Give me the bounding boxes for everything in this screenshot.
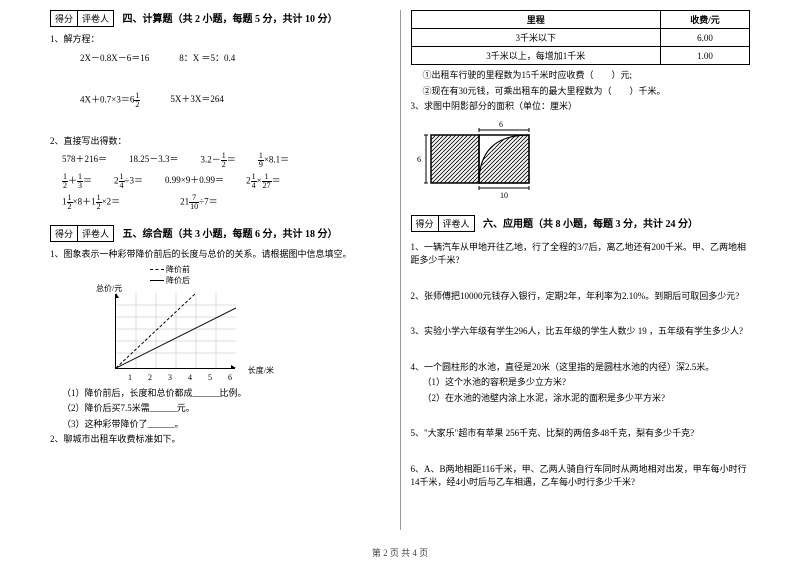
price-chart: 总价/元 1 2 3 4 5 6 长度/米 (100, 289, 250, 384)
q6-4: 4、一个圆柱形的水池，直径是20米（这里指的是圆柱水池的内径）深2.5米。 (411, 361, 751, 375)
section-6-head: 得分 评卷人 六、应用题（共 8 小题，每题 3 分，共计 24 分） (411, 215, 751, 235)
score-box: 得分 评卷人 (50, 225, 114, 242)
r2c: 0.99×9＋0.99＝ (165, 173, 224, 190)
right-column: 里程 收费/元 3千米以下 6.00 3千米以上，每增加1千米 1.00 ①出租… (401, 10, 761, 540)
r2a: 12＋13＝ (62, 173, 92, 190)
q4-1: 1、解方程： (50, 33, 390, 47)
right-sub1: ①出租车行驶的里程数为15千米时应收费（ ）元; (411, 69, 751, 83)
q5-1-2: （2）降价后买7.5米需______元。 (50, 402, 390, 416)
left-column: 得分 评卷人 四、计算题（共 2 小题，每题 5 分，共计 10 分） 1、解方… (40, 10, 400, 540)
q6-4-2: （2）在水池的池壁内涂上水泥，涂水泥的面积是多少平方米? (411, 392, 751, 406)
chart-legend: 降价前 降价后 (150, 264, 390, 286)
r3b: 21710÷7＝ (180, 194, 217, 211)
q6-1: 1、一辆汽车从甲地开往乙地，行了全程的3/7后，离乙地还有200千米。甲、乙两地… (411, 241, 751, 268)
score-label: 得分 (51, 11, 78, 26)
eq2b: 5X＋3X＝264 (170, 92, 224, 109)
q4-2: 2、直接写出得数： (50, 135, 390, 149)
section-5-head: 得分 评卷人 五、综合题（共 3 小题，每题 6 分，共计 18 分） (50, 225, 390, 245)
q5-3: 3、求图中阴影部分的面积（单位：厘米） (411, 100, 751, 114)
svg-text:10: 10 (500, 191, 508, 200)
page-footer: 第 2 页 共 4 页 (0, 546, 800, 559)
fare-r1c1: 3千米以下 (411, 29, 661, 47)
r3a: 112×8＋112×2＝ (62, 194, 120, 211)
r1d: 19×8.1＝ (258, 152, 289, 169)
fare-r1c2: 6.00 (661, 29, 750, 47)
fare-h1: 里程 (411, 11, 661, 29)
q6-5: 5、"大家乐"超市有苹果 256千克、比梨的两倍多48千克，梨有多少千克? (411, 427, 751, 441)
r2d: 214×127＝ (246, 173, 281, 190)
chart-axes (115, 294, 235, 369)
eq1b: 8：X ＝5：0.4 (179, 51, 235, 64)
fare-r2c1: 3千米以上，每增加1千米 (411, 47, 661, 65)
score-box: 得分 评卷人 (50, 10, 114, 27)
q5-1: 1、图象表示一种彩带降价前后的长度与总价的关系。请根据图中信息填空。 (50, 248, 390, 262)
svg-text:6: 6 (417, 155, 421, 164)
r1b: 18.25－3.3＝ (129, 152, 179, 169)
grader-label: 评卷人 (78, 11, 113, 26)
q6-2: 2、张师傅把10000元钱存入银行，定期2年，年利率为2.10%。到期后可取回多… (411, 290, 751, 304)
fare-table: 里程 收费/元 3千米以下 6.00 3千米以上，每增加1千米 1.00 (411, 10, 751, 65)
fare-r2c2: 1.00 (661, 47, 750, 65)
section-4-head: 得分 评卷人 四、计算题（共 2 小题，每题 5 分，共计 10 分） (50, 10, 390, 30)
q6-3: 3、实验小学六年级有学生296人，比五年级的学生人数少 19 ，五年级有学生多少… (411, 325, 751, 339)
score-box: 得分 评卷人 (411, 215, 475, 232)
eq2a: 4X＋0.7×3＝612 (80, 92, 140, 109)
eq1a: 2X－0.8X－6＝16 (80, 51, 149, 64)
q6-4-1: （1）这个水池的容积是多少立方米? (411, 376, 751, 390)
svg-text:6: 6 (499, 120, 503, 129)
section-6-title: 六、应用题（共 8 小题，每题 3 分，共计 24 分） (483, 219, 698, 230)
q5-1-1: （1）降价前后，长度和总价都成______比例。 (50, 387, 390, 401)
q6-6: 6、A、B两地相距116千米，甲、乙两人骑自行车同时从两地相对出发，甲车每小时行… (411, 463, 751, 490)
q5-1-3: （3）这种彩带降价了______。 (50, 418, 390, 432)
r1c: 3.2－12＝ (201, 152, 236, 169)
r1a: 578＋216＝ (62, 152, 107, 169)
section-4-title: 四、计算题（共 2 小题，每题 5 分，共计 10 分） (123, 14, 338, 25)
q5-2: 2、聊城市出租车收费标准如下。 (50, 433, 390, 447)
r2b: 214÷3＝ (114, 173, 143, 190)
fare-h2: 收费/元 (661, 11, 750, 29)
shaded-figure: 6 6 10 (411, 120, 551, 200)
section-5-title: 五、综合题（共 3 小题，每题 6 分，共计 18 分） (123, 229, 338, 240)
right-sub2: ②现在有30元钱，可乘出租车的最大里程数为（ ）千米。 (411, 85, 751, 99)
